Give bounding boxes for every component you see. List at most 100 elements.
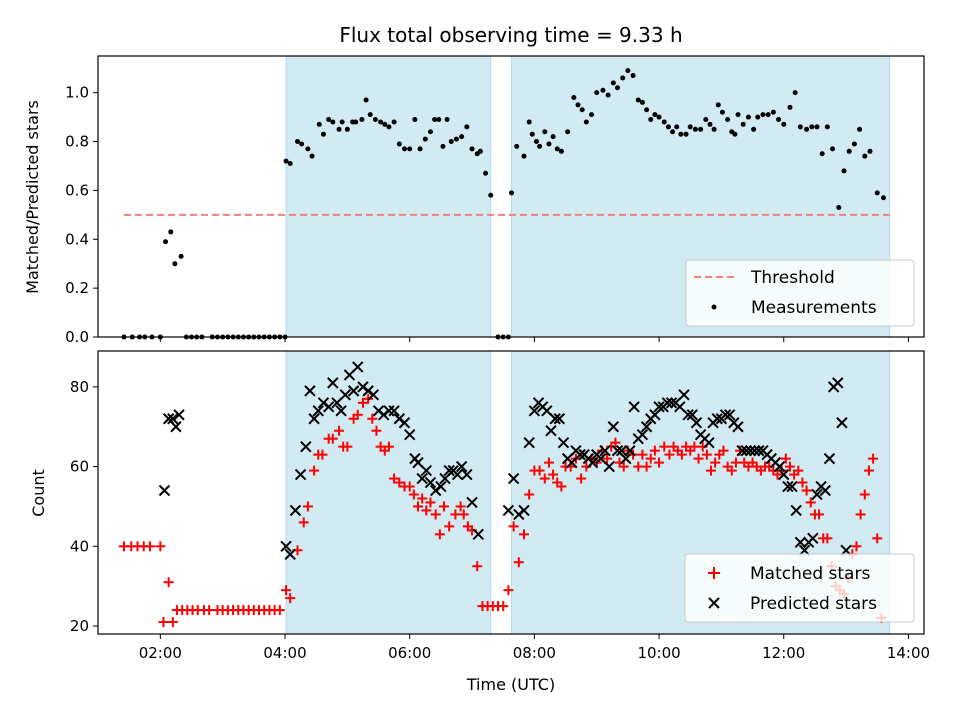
top-legend-box [685, 259, 915, 327]
matched-star-point-55 [408, 489, 419, 500]
matched-star-point-69 [472, 561, 483, 572]
measurement-point-131 [770, 109, 776, 115]
predicted-star-point-104 [744, 444, 757, 457]
predicted-star-point-b [304, 385, 316, 397]
predicted-star-point-b [528, 405, 541, 417]
predicted-star-point-94 [703, 436, 715, 449]
y-tick-label-1: 0.2 [65, 279, 89, 297]
predicted-star-point-b [678, 389, 690, 401]
measurement-point-75 [509, 190, 515, 196]
measurement-point-81 [537, 143, 543, 149]
measurement-point-119 [715, 102, 721, 108]
predicted-star-point-42 [451, 468, 464, 481]
measurement-point-141 [824, 124, 830, 130]
predicted-star-point-b [308, 413, 320, 425]
predicted-star-point-125 [832, 377, 844, 389]
predicted-star-point-14 [322, 401, 335, 413]
matched-star-point-147 [822, 533, 833, 544]
matched-star-point-28 [274, 605, 285, 616]
measurement-point-54 [407, 146, 413, 152]
matched-star-point-54 [404, 481, 415, 492]
measurement-point-134 [787, 104, 793, 110]
measurement-point-143 [836, 204, 842, 210]
x-tick-label-6: 14:00 [887, 644, 930, 662]
predicted-star-point-b [466, 496, 478, 509]
ratio-panel: 0.0 0.2 0.4 0.6 0.8 1.0 Matched/Predicted sta… [23, 55, 925, 346]
matched-star-point-158 [868, 453, 879, 464]
measurement-point-64 [453, 136, 459, 142]
y-tick-label-0: 20 [70, 617, 89, 635]
predicted-star-point-b [624, 444, 636, 457]
predicted-star-point-40 [443, 464, 455, 477]
predicted-star-point-90 [686, 409, 699, 421]
measurement-point-46 [367, 112, 373, 118]
predicted-star-point-36 [424, 476, 437, 489]
predicted-star-point-b [620, 452, 632, 465]
predicted-star-point-b [724, 409, 736, 421]
measurement-point-126 [745, 114, 751, 120]
bottom-legend-box [684, 553, 915, 623]
measurement-point-147 [857, 126, 863, 132]
predicted-star-point-b [523, 436, 535, 449]
observing-window-0 [285, 350, 492, 635]
x-tick-label-4: 10:00 [637, 644, 680, 662]
top-axes-frame [97, 55, 925, 338]
predicted-star-point-27 [383, 405, 395, 417]
measurement-point-111 [678, 131, 684, 137]
predicted-star-point-11 [308, 413, 320, 425]
predicted-star-point-35 [420, 464, 433, 477]
measurement-point-50 [386, 124, 392, 130]
predicted-star-point-20 [347, 385, 360, 397]
predicted-star-point-43 [455, 460, 468, 473]
measurement-point-6 [163, 239, 169, 245]
matched-star-point-159 [872, 533, 883, 544]
matched-star-point-8 [167, 617, 178, 628]
predicted-star-point-18 [339, 389, 351, 401]
predicted-star-point-b [653, 401, 665, 413]
predicted-star-point-123 [823, 452, 836, 465]
predicted-star-point-116 [794, 536, 807, 549]
legend-measurements-label: Measurements [751, 298, 877, 318]
measurement-point-128 [755, 114, 761, 120]
legend-predicted-swatch [708, 597, 720, 609]
matched-star-point-137 [780, 453, 791, 464]
predicted-star-point-17 [335, 405, 347, 417]
matched-star-point-47 [371, 425, 382, 436]
measurement-point-138 [809, 124, 815, 130]
predicted-star-point-b [398, 417, 411, 429]
measurement-point-148 [862, 153, 868, 159]
bottom-y-axis-label: Count [29, 469, 48, 517]
predicted-star-point-57 [549, 413, 561, 425]
predicted-star-point-b [586, 456, 599, 469]
matched-star-point-82 [539, 473, 550, 484]
measurement-point-137 [804, 126, 810, 132]
bottom-axes-frame [97, 350, 925, 635]
measurement-point-101 [635, 97, 641, 103]
measurement-point-104 [648, 117, 654, 123]
predicted-star-point-12 [312, 405, 324, 417]
matched-star-point-29 [281, 585, 292, 596]
matched-star-point-38 [327, 433, 338, 444]
measurement-point-151 [880, 195, 886, 201]
measurement-point-93 [594, 90, 600, 96]
predicted-star-point-b [335, 405, 347, 417]
predicted-star-point-b [665, 397, 678, 409]
matched-star-point-4 [144, 541, 155, 552]
legend-predicted-label: Predicted stars [750, 594, 877, 614]
measurement-point-132 [776, 117, 782, 123]
predicted-star-point-b [557, 436, 570, 449]
matched-star-point-154 [851, 541, 862, 552]
x-tick-label-0: 02:00 [139, 644, 182, 662]
measurement-point-69 [477, 148, 483, 154]
predicted-star-point-b [782, 480, 794, 493]
predicted-star-point-b [819, 484, 832, 497]
y-tick-label-0: 0.0 [65, 328, 89, 346]
predicted-star-point-b [312, 405, 324, 417]
matched-star-point-108 [659, 441, 670, 452]
measurement-point-37 [326, 117, 332, 123]
measurement-point-31 [294, 139, 300, 145]
predicted-star-point-52 [528, 405, 541, 417]
predicted-star-point-96 [711, 413, 723, 425]
matched-star-point-120 [710, 457, 721, 468]
